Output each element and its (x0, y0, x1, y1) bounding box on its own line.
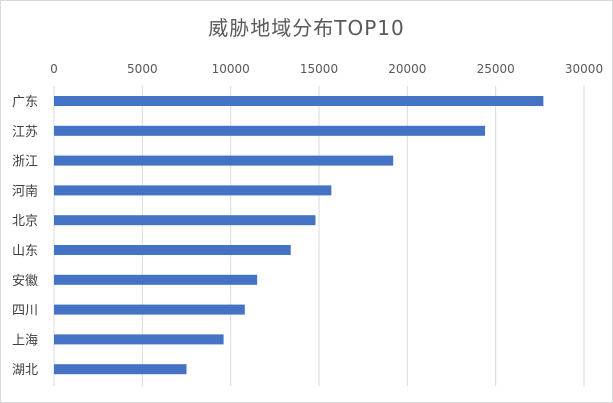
category-label: 北京 (12, 214, 38, 229)
bar-2 (54, 155, 394, 166)
category-label: 江苏 (12, 124, 38, 140)
category-label: 上海 (12, 333, 38, 348)
bar-8 (54, 334, 224, 345)
bar-6 (54, 274, 258, 285)
chart-title: 威胁地域分布TOP10 (208, 16, 405, 40)
category-label: 广东 (12, 95, 38, 110)
x-tick-label: 10000 (212, 62, 250, 76)
x-tick-label: 15000 (300, 62, 338, 76)
x-tick-label: 25000 (477, 62, 515, 76)
bar-3 (54, 185, 332, 196)
bar-4 (54, 215, 316, 226)
category-label: 湖北 (12, 363, 38, 378)
bar-5 (54, 245, 291, 255)
x-tick-label: 30000 (565, 62, 603, 76)
category-label: 浙江 (12, 155, 38, 170)
x-tick-label: 5000 (127, 62, 158, 76)
x-tick-label: 0 (50, 62, 58, 76)
category-label: 山东 (12, 244, 38, 259)
category-label: 安徽 (12, 274, 38, 289)
bar-0 (54, 96, 544, 106)
bar-9 (54, 364, 187, 375)
bar-7 (54, 304, 245, 315)
category-label: 四川 (12, 304, 38, 319)
x-tick-label: 20000 (388, 62, 426, 76)
bar-1 (54, 125, 486, 136)
category-label: 河南 (12, 183, 38, 199)
